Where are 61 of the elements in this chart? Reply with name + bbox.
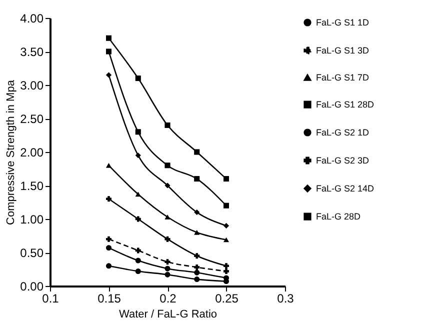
point [135,129,141,135]
legend-label: FaL-G S2 1D [316,128,370,138]
point [194,176,200,182]
point [194,270,200,276]
y-tick-label: 3.50 [20,45,44,59]
x-axis-title: Water / FaL-G Ratio [118,308,218,320]
y-tick-label: 1.00 [20,212,44,226]
y-tick-label: 2.00 [20,146,44,160]
point [106,48,112,54]
point [164,122,170,128]
point [135,216,141,222]
legend-label: FaL-G S1 28D [316,100,375,110]
point [194,264,200,270]
point [164,266,170,272]
point [164,236,170,242]
legend-label: FaL-G S2 14D [316,184,375,194]
point [106,245,112,251]
y-tick-label: 2.50 [20,112,44,126]
point [164,162,170,168]
point [224,202,229,208]
point [106,72,112,78]
point [135,268,141,274]
point [106,263,112,269]
point [224,268,229,274]
x-tick-label: 0.2 [160,292,177,306]
point [135,258,141,264]
legend-label: FaL-G 28D [316,212,362,222]
point [224,263,229,269]
point [164,272,170,278]
point [164,259,170,265]
point [106,236,112,242]
point [106,35,112,41]
y-axis-title: Compressive Strength in Mpa [5,79,18,225]
x-tick-label: 0.15 [98,292,122,306]
x-tick-label: 0.25 [215,292,239,306]
y-tick-label: 1.50 [20,179,44,193]
point [194,276,200,282]
legend-label: FaL-G S1 7D [316,72,370,82]
point [224,222,229,228]
point [135,152,141,158]
y-tick-label: 0.00 [20,280,44,294]
y-tick-label: 3.00 [20,78,44,92]
x-tick-label: 0.1 [42,292,60,306]
point [135,248,141,254]
legend-label: FaL-G S2 3D [316,156,370,166]
point [224,237,229,242]
point [135,192,141,197]
legend-label: FaL-G S1 3D [316,46,370,56]
y-tick-label: 0.50 [20,246,44,260]
legend-label: FaL-G S1 1D [316,18,370,28]
point [135,76,141,82]
y-tick-label: 4.00 [20,12,44,26]
point [194,230,200,235]
point [164,214,170,220]
point [194,210,200,216]
point [106,163,112,168]
x-tick-label: 0.3 [277,292,294,306]
point [164,182,170,188]
point [194,253,200,259]
point [194,149,200,155]
point [106,196,112,202]
